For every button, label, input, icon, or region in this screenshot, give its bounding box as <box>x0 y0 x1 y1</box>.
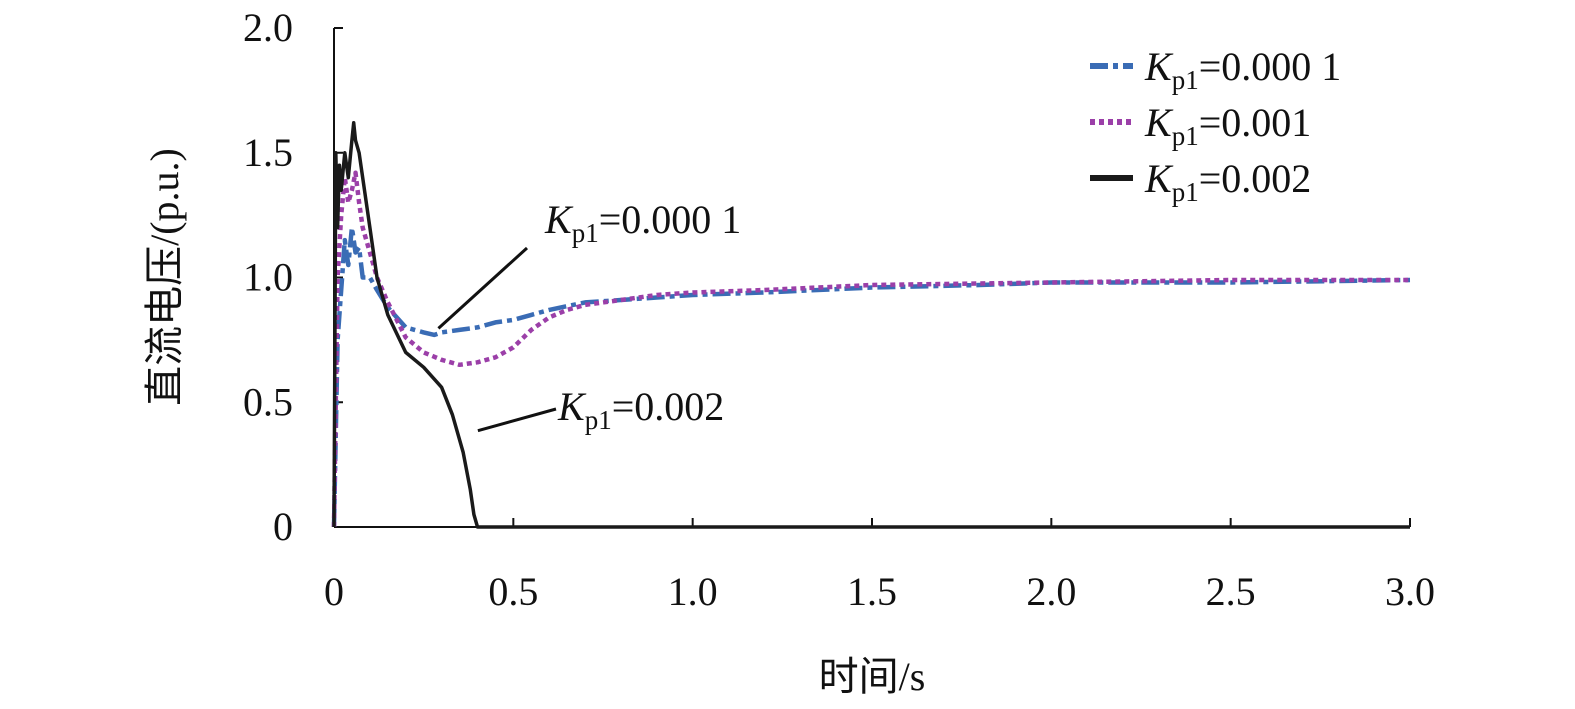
x-tick-label: 1.0 <box>668 569 718 614</box>
series-line-1 <box>331 170 1410 528</box>
y-ticks: 0 0.5 1.0 1.5 2.0 <box>243 5 343 549</box>
legend-label-sub: p1 <box>1172 177 1199 207</box>
annotation-label: Kp1=0.000 1 <box>544 197 741 248</box>
legend-label: Kp1=0.002 <box>1144 156 1311 207</box>
legend-label: Kp1=0.001 <box>1144 100 1311 151</box>
annotation-label-value: =0.002 <box>612 384 725 429</box>
y-tick-label: 0 <box>273 504 293 549</box>
annotation-leader-line <box>477 407 557 433</box>
y-tick-label: 1.0 <box>243 255 293 300</box>
legend-label-sub: p1 <box>1172 65 1199 95</box>
legend-label-var: K <box>1144 44 1174 89</box>
x-ticks: 0 0.5 1.0 1.5 2.0 2.5 3.0 <box>324 518 1435 614</box>
y-tick-label: 1.5 <box>243 130 293 175</box>
legend-label: Kp1=0.000 1 <box>1144 44 1341 95</box>
y-axis-title: 直流电压/(p.u.) <box>142 148 187 406</box>
x-tick-label: 0.5 <box>488 569 538 614</box>
legend-label-var: K <box>1144 156 1174 201</box>
legend-label-value: =0.002 <box>1199 156 1312 201</box>
annotation-label-sub: p1 <box>572 218 599 248</box>
annotation-label-sub: p1 <box>585 405 612 435</box>
series-line-0 <box>331 225 1411 528</box>
annotation-label-var: K <box>544 197 574 242</box>
legend-label-value: =0.001 <box>1199 100 1312 145</box>
x-tick-label: 2.0 <box>1026 569 1076 614</box>
legend-label-value: =0.000 1 <box>1199 44 1342 89</box>
annotation-label: Kp1=0.002 <box>557 384 724 435</box>
legend-label-var: K <box>1144 100 1174 145</box>
y-tick-label: 0.5 <box>243 379 293 424</box>
series-line-2 <box>332 121 1410 529</box>
x-tick-label: 2.5 <box>1206 569 1256 614</box>
annotation-label-var: K <box>557 384 587 429</box>
x-tick-label: 3.0 <box>1385 569 1435 614</box>
annotation-leader-line <box>437 246 529 330</box>
series-layer <box>331 121 1411 529</box>
y-tick-label: 2.0 <box>243 5 293 50</box>
x-tick-label: 1.5 <box>847 569 897 614</box>
legend-label-sub: p1 <box>1172 121 1199 151</box>
x-axis-title: 时间/s <box>819 654 926 699</box>
x-tick-label: 0 <box>324 569 344 614</box>
annotation-label-value: =0.000 1 <box>599 197 742 242</box>
